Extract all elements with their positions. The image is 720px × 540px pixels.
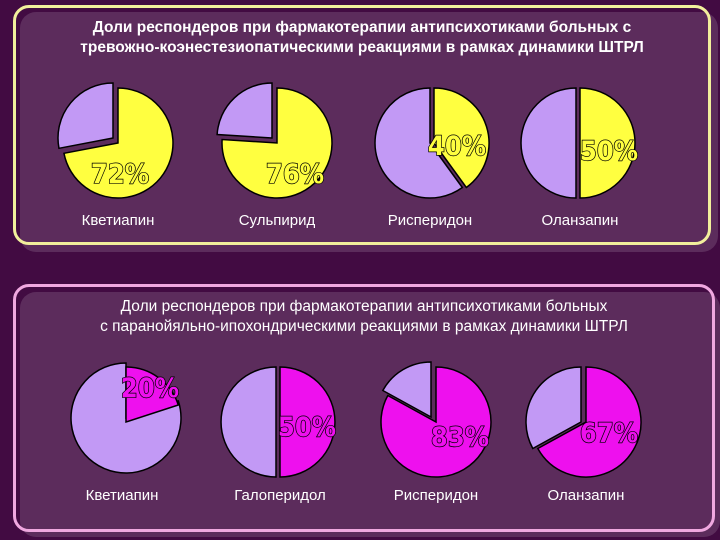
pie-1-4: 50% Оланзапин — [520, 87, 639, 229]
pie-2-4: 67% Оланзапин — [525, 366, 642, 504]
top-chart-title: Доли респондеров при фармакотерапии анти… — [16, 18, 708, 58]
pie-1-2-other-slice — [216, 82, 273, 139]
pie-1-4-other-slice — [520, 87, 577, 199]
pie-1-2-percent-label: 76% — [266, 159, 324, 190]
pie-1-2-category-label: Сульпирид — [239, 212, 316, 229]
pie-1-4-percent-label: 50% — [580, 136, 638, 167]
pie-2-3-percent-label: 83% — [431, 422, 489, 453]
pie-1-1-category-label: Кветиапин — [82, 212, 155, 229]
pie-2-1-percent-label: 20% — [121, 373, 179, 404]
pie-2-3: 83% Рисперидон — [380, 361, 492, 504]
pie-2-3-category-label: Рисперидон — [394, 487, 478, 504]
bottom-chart-title: Доли респондеров при фармакотерапии анти… — [16, 297, 712, 337]
pie-1-4-category-label: Оланзапин — [542, 212, 619, 229]
pie-1-4-responder-slice — [579, 87, 636, 199]
pie-2-1-category-label: Кветиапин — [86, 487, 159, 504]
pie-2-2-percent-label: 50% — [278, 412, 336, 443]
pie-2-4-other-slice — [525, 366, 582, 450]
pie-2-4-percent-label: 67% — [580, 418, 638, 449]
pie-2-1-responder-slice — [125, 366, 180, 424]
top-title-line-1: Доли респондеров при фармакотерапии анти… — [92, 19, 632, 36]
pie-1-3-category-label: Рисперидон — [388, 212, 472, 229]
pie-2-4-responder-slice — [536, 366, 642, 478]
pie-1-1-other-slice — [57, 82, 114, 150]
pie-2-2-responder-slice — [279, 366, 336, 478]
pie-1-3-responder-slice — [433, 87, 490, 189]
bottom-title-line-1: Доли респондеров при фармакотерапии анти… — [120, 298, 608, 315]
pie-1-2-responder-slice — [221, 87, 333, 199]
pie-1-3-other-slice — [374, 87, 464, 199]
pie-2-2: 50% Галоперидол — [220, 366, 337, 504]
pie-2-4-category-label: Оланзапин — [548, 487, 625, 504]
pie-1-2: 76% Сульпирид — [216, 82, 333, 229]
bottom-title-line-2: с паранойяльно-ипохондрическими реакциям… — [100, 318, 628, 335]
pie-1-1-percent-label: 72% — [91, 159, 149, 190]
pie-2-3-responder-slice — [380, 366, 492, 478]
pie-1-1-responder-slice — [63, 87, 174, 199]
top-title-line-2: тревожно-коэнестезиопатическими реакциям… — [80, 39, 644, 56]
pie-2-2-other-slice — [220, 366, 277, 478]
pie-2-2-category-label: Галоперидол — [234, 487, 326, 504]
pie-1-3-percent-label: 40% — [428, 131, 486, 162]
pie-1-3: 40% Рисперидон — [374, 87, 490, 229]
pie-2-3-other-slice — [381, 361, 432, 419]
pie-2-1: 20% Кветиапин — [70, 362, 182, 504]
top-chart-panel: Доли респондеров при фармакотерапии анти… — [13, 5, 711, 245]
pie-1-1: 72% Кветиапин — [57, 82, 174, 229]
bottom-chart-panel: Доли респондеров при фармакотерапии анти… — [13, 284, 715, 532]
